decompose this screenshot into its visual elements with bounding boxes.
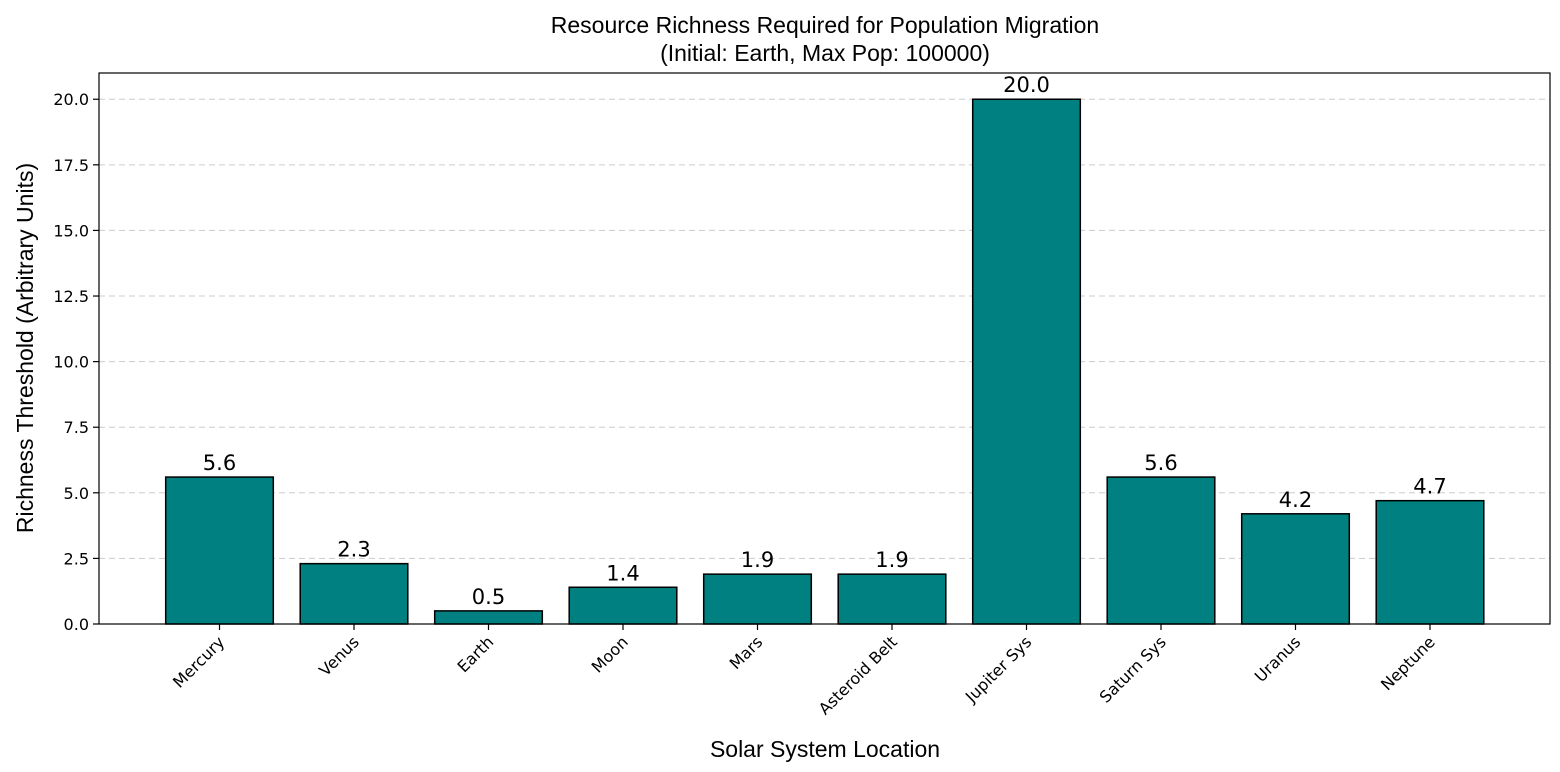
y-tick-label: 2.5 <box>64 549 89 568</box>
bar-value-label: 20.0 <box>1003 73 1050 97</box>
bar <box>164 476 275 625</box>
x-tick-label: Mercury <box>169 632 228 691</box>
y-tick-label: 20.0 <box>53 90 89 109</box>
grid-lines <box>99 98 1550 625</box>
chart-subtitle: (Initial: Earth, Max Pop: 100000) <box>660 40 990 66</box>
y-tick-label: 15.0 <box>53 221 89 240</box>
bar <box>568 586 678 625</box>
y-tick-label: 0.0 <box>64 615 89 634</box>
bar-value-label: 4.2 <box>1279 488 1312 512</box>
bar-value-label: 1.9 <box>875 548 908 572</box>
x-tick-label: Venus <box>315 632 362 679</box>
bar-value-label: 1.9 <box>741 548 774 572</box>
bar-value-label: 5.6 <box>203 451 236 475</box>
bar-value-label: 1.4 <box>606 561 639 585</box>
bar <box>299 562 409 625</box>
y-tick-label: 12.5 <box>53 287 89 306</box>
x-axis-ticks: Mercury Venus Earth Moon Mars Asteroid Belt Ju… <box>169 624 1439 718</box>
bar <box>433 610 544 625</box>
x-tick-label: Saturn Sys <box>1096 632 1170 706</box>
bar-value-label: 5.6 <box>1144 451 1177 475</box>
bar-value-label: 4.7 <box>1413 475 1446 499</box>
plot-frame <box>98 72 1551 625</box>
bar <box>1240 513 1351 625</box>
x-tick-label: Jupiter Sys <box>961 632 1035 706</box>
x-tick-label: Mars <box>726 632 767 673</box>
x-tick-label: Moon <box>588 632 632 676</box>
y-tick-label: 7.5 <box>64 418 89 437</box>
bars <box>164 98 1485 625</box>
x-axis-label: Solar System Location <box>710 736 940 762</box>
y-axis-ticks: 0.0 2.5 5.0 7.5 10.0 12.5 15.0 17.5 20.0 <box>53 90 99 634</box>
bar-value-labels: 5.6 2.3 0.5 1.4 1.9 1.9 20.0 5.6 4.2 4.7 <box>203 73 1447 609</box>
y-tick-label: 10.0 <box>53 353 89 372</box>
x-tick-label: Earth <box>454 632 498 676</box>
bar <box>971 98 1082 625</box>
bar <box>1106 476 1216 625</box>
bar <box>837 573 947 625</box>
bar <box>1375 499 1485 625</box>
x-tick-label: Uranus <box>1251 632 1305 686</box>
y-axis-label: Richness Threshold (Arbitrary Units) <box>12 163 38 533</box>
x-tick-label: Asteroid Belt <box>815 632 901 718</box>
bar-value-label: 0.5 <box>472 585 505 609</box>
x-tick-label: Neptune <box>1377 632 1439 694</box>
chart-title: Resource Richness Required for Populatio… <box>551 12 1099 38</box>
y-tick-label: 17.5 <box>53 156 89 175</box>
bar <box>702 573 813 625</box>
bar-value-label: 2.3 <box>337 538 370 562</box>
y-tick-label: 5.0 <box>64 484 89 503</box>
